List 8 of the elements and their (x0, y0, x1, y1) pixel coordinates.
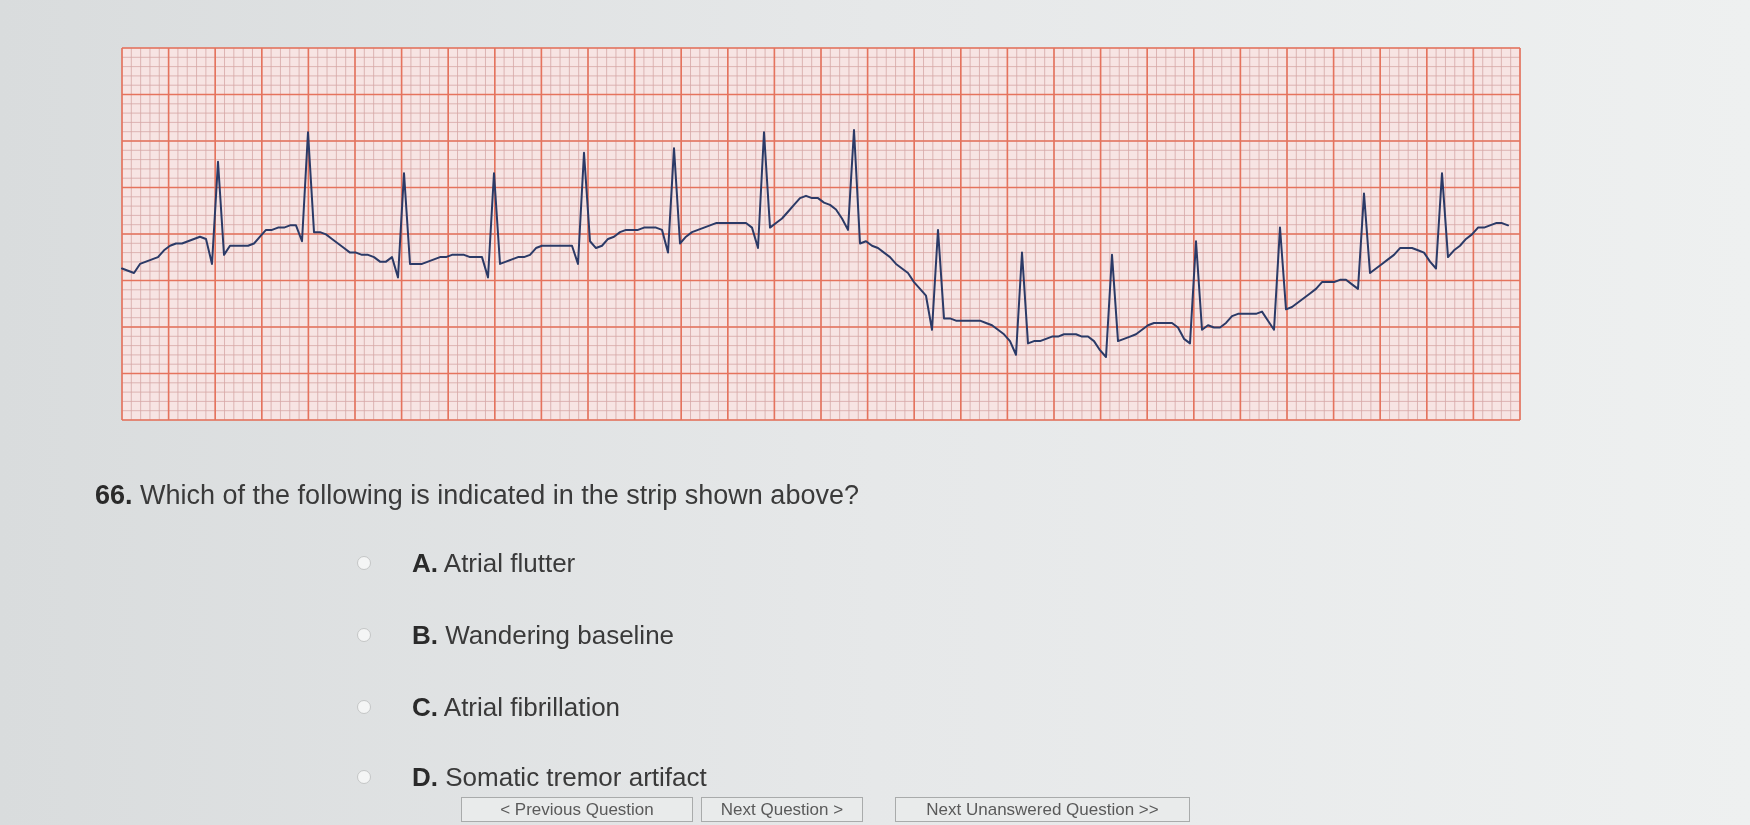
button: Next Question > (701, 797, 863, 822)
text: B. Wandering baseline (412, 619, 675, 652)
text: C. Atrial fibrillation (412, 691, 621, 724)
button: < Previous Question (461, 797, 693, 822)
text: 66. Which of the following is indicated in the strip shown above? (95, 479, 859, 512)
button: Next Unanswered Question >> (895, 797, 1190, 822)
text: D. Somatic tremor artifact (412, 761, 707, 794)
text: A. Atrial flutter (412, 547, 576, 580)
